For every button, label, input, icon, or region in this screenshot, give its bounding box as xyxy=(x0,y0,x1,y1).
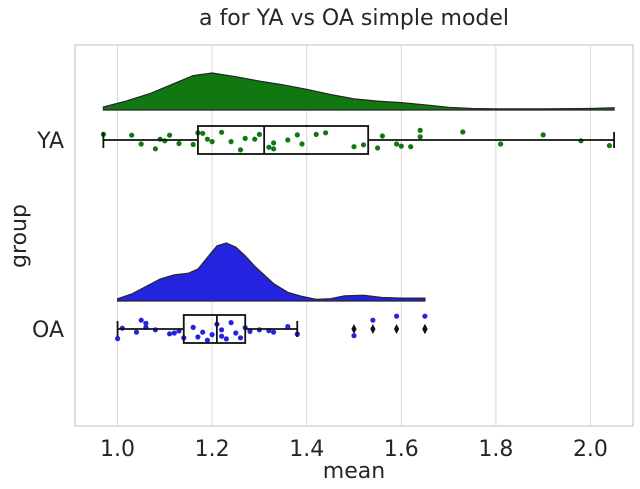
data-point xyxy=(408,144,414,150)
data-point xyxy=(204,136,210,142)
data-point xyxy=(228,139,234,145)
data-point xyxy=(219,327,225,333)
data-point xyxy=(271,329,277,335)
data-point xyxy=(351,333,357,339)
data-point xyxy=(129,132,135,138)
data-point xyxy=(256,131,262,137)
data-point xyxy=(209,139,215,145)
data-point xyxy=(152,146,158,152)
data-point xyxy=(323,130,329,136)
plot-frame xyxy=(74,44,634,427)
data-point xyxy=(176,140,182,147)
data-point xyxy=(143,320,149,326)
data-point xyxy=(540,132,546,138)
data-point xyxy=(228,320,234,326)
data-point xyxy=(242,135,248,141)
data-point xyxy=(422,313,428,319)
data-point xyxy=(379,133,385,139)
y-category-labels: YA OA xyxy=(32,129,64,343)
y-category-label: OA xyxy=(32,318,64,343)
data-point xyxy=(285,324,291,330)
y-axis-label: group xyxy=(7,204,32,268)
data-point xyxy=(394,313,400,319)
data-point xyxy=(237,335,244,341)
data-point xyxy=(417,134,423,140)
group-ya xyxy=(100,72,615,155)
data-point xyxy=(606,143,613,149)
data-point xyxy=(167,132,173,138)
data-point xyxy=(167,331,173,337)
x-tick-label: 1.8 xyxy=(478,437,513,462)
outlier-marker xyxy=(370,324,376,334)
data-point xyxy=(360,142,367,148)
iqr-box xyxy=(197,125,370,155)
data-point xyxy=(115,336,121,342)
data-point xyxy=(190,324,196,330)
data-point xyxy=(195,334,201,340)
data-point xyxy=(417,127,423,133)
density-cloud xyxy=(102,72,615,111)
data-point xyxy=(460,129,466,135)
data-point xyxy=(351,144,357,150)
data-point xyxy=(223,336,229,342)
chart-title: a for YA vs OA simple model xyxy=(199,6,509,31)
iqr-box xyxy=(182,314,247,344)
data-point xyxy=(299,141,305,147)
data-point xyxy=(200,329,206,335)
data-point xyxy=(171,330,177,336)
data-point xyxy=(237,147,244,153)
data-point xyxy=(190,141,196,148)
data-point xyxy=(370,317,376,323)
x-tick-label: 1.6 xyxy=(384,437,419,462)
data-point xyxy=(498,141,504,147)
data-point xyxy=(138,317,144,323)
data-point xyxy=(219,129,225,135)
data-point xyxy=(200,130,206,136)
data-point xyxy=(133,329,140,335)
data-point xyxy=(204,337,210,343)
data-point xyxy=(233,330,239,336)
data-point xyxy=(271,140,277,146)
x-axis-label: mean xyxy=(323,459,385,484)
x-tick-label: 2.0 xyxy=(573,437,608,462)
data-point xyxy=(247,328,253,334)
data-point xyxy=(285,137,291,143)
outlier-marker xyxy=(351,324,357,334)
outlier-marker xyxy=(422,324,428,334)
data-point xyxy=(375,145,381,151)
outlier-marker xyxy=(393,324,400,334)
data-point xyxy=(294,132,300,138)
data-point xyxy=(266,144,272,150)
chart-marks xyxy=(100,72,615,344)
x-tick-label: 1.2 xyxy=(195,437,230,462)
data-point xyxy=(219,333,225,339)
data-point xyxy=(271,146,277,152)
data-point xyxy=(138,141,144,147)
data-point xyxy=(252,136,258,142)
y-category-label: YA xyxy=(36,129,64,154)
density-cloud xyxy=(116,242,426,302)
x-tick-label: 1.4 xyxy=(289,437,324,462)
x-tick-label: 1.0 xyxy=(100,437,135,462)
data-point xyxy=(313,131,319,137)
data-point xyxy=(394,141,400,147)
group-oa xyxy=(115,242,428,344)
x-ticks: 1.0 1.2 1.4 1.6 1.8 2.0 xyxy=(100,437,608,462)
data-point xyxy=(398,143,404,149)
data-point xyxy=(209,332,215,338)
